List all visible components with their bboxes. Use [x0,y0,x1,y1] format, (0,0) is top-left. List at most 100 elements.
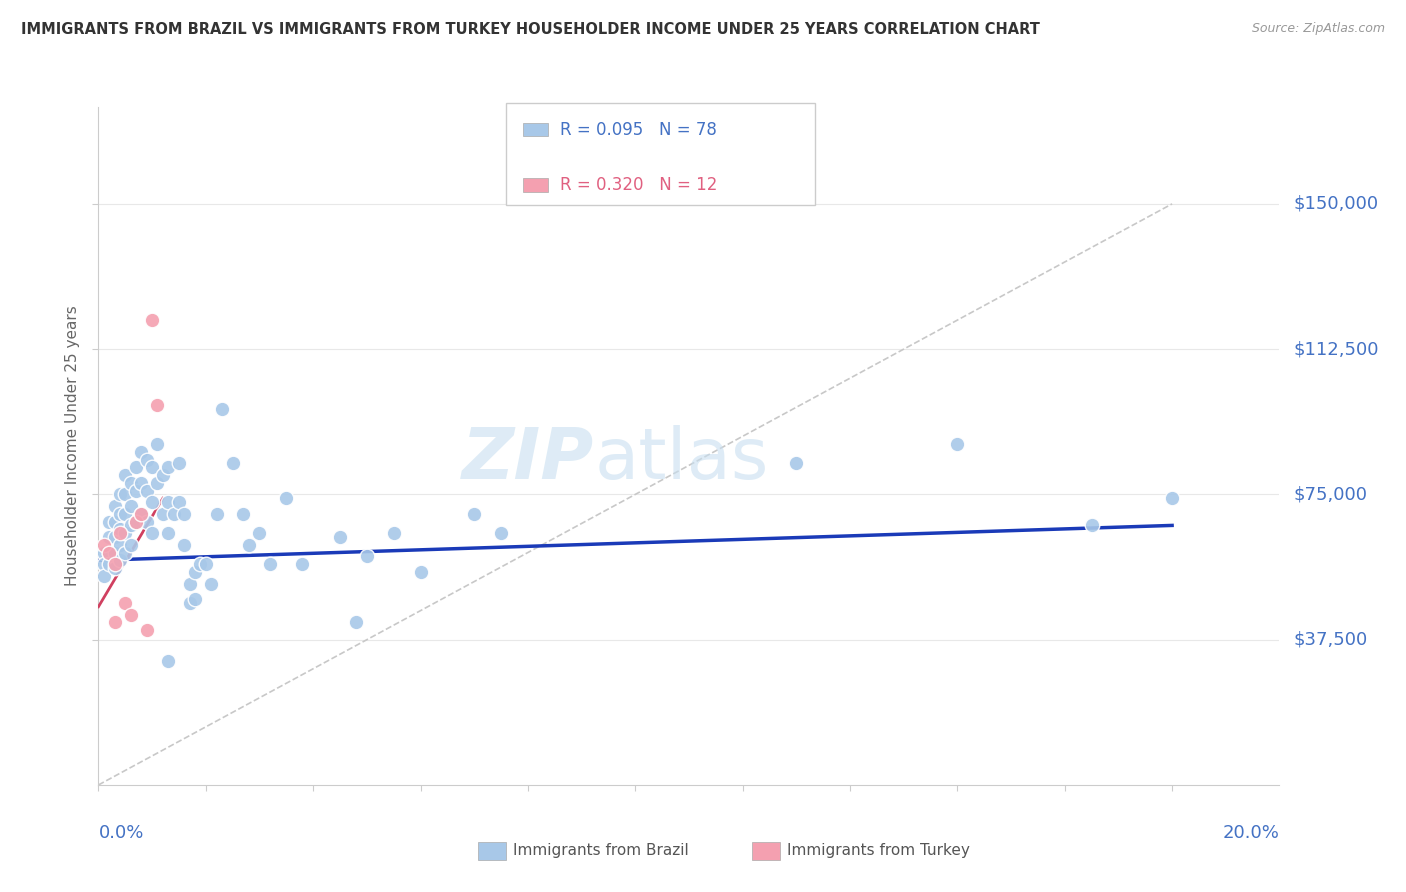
Point [141,526,163,541]
Point [108,522,131,536]
Point [167,457,190,471]
Point [162,507,184,521]
Text: $112,500: $112,500 [1294,340,1379,359]
Point [120,607,142,622]
Point [103,545,125,559]
Point [131,507,153,521]
Point [98,545,121,559]
Point [98,557,121,571]
Point [167,495,190,509]
Point [157,460,180,475]
Point [114,526,136,541]
Text: 20.0%: 20.0% [1223,824,1279,842]
Point [1161,491,1184,506]
Point [179,576,201,591]
Point [194,557,217,571]
Point [173,507,195,521]
Point [125,515,148,529]
Point [238,538,260,552]
Point [135,515,157,529]
Point [232,507,254,521]
Point [785,457,807,471]
Point [276,491,298,506]
Point [141,460,163,475]
Point [98,515,121,529]
Point [146,437,169,451]
Point [205,507,228,521]
Point [157,526,180,541]
Point [108,553,131,567]
Point [103,499,125,513]
Point [114,487,136,501]
Point [157,495,180,509]
Point [93,568,115,582]
Point [211,402,233,417]
Point [382,526,405,541]
Point [1080,518,1102,533]
Text: $150,000: $150,000 [1294,194,1378,213]
Point [463,507,485,521]
Point [152,507,174,521]
Point [329,530,352,544]
Text: $75,000: $75,000 [1294,485,1368,503]
Point [184,592,207,607]
Text: R = 0.320   N = 12: R = 0.320 N = 12 [560,177,717,194]
Text: Immigrants from Turkey: Immigrants from Turkey [787,843,970,857]
Text: R = 0.095   N = 78: R = 0.095 N = 78 [560,121,717,139]
Point [141,313,163,327]
Point [135,452,157,467]
Point [344,615,367,630]
Point [93,557,115,571]
Point [125,483,148,498]
Point [108,507,131,521]
Point [190,557,212,571]
Text: atlas: atlas [595,425,769,494]
Point [93,538,115,552]
Point [152,468,174,483]
Point [157,654,180,668]
Point [125,515,148,529]
Point [221,457,243,471]
Y-axis label: Householder Income Under 25 years: Householder Income Under 25 years [65,306,80,586]
Point [179,596,201,610]
Point [131,475,153,490]
Point [146,398,169,412]
Point [120,538,142,552]
Point [146,475,169,490]
Point [103,515,125,529]
Text: ZIP: ZIP [463,425,595,494]
Point [103,530,125,544]
Point [114,596,136,610]
Point [135,483,157,498]
Point [120,475,142,490]
Point [114,545,136,559]
Text: IMMIGRANTS FROM BRAZIL VS IMMIGRANTS FROM TURKEY HOUSEHOLDER INCOME UNDER 25 YEA: IMMIGRANTS FROM BRAZIL VS IMMIGRANTS FRO… [21,22,1040,37]
Point [103,561,125,575]
Text: 0.0%: 0.0% [98,824,143,842]
Point [98,545,121,559]
Point [98,530,121,544]
Point [184,565,207,579]
Point [249,526,271,541]
Point [259,557,281,571]
Point [114,507,136,521]
Point [489,526,512,541]
Point [409,565,432,579]
Point [114,468,136,483]
Point [108,538,131,552]
Text: $37,500: $37,500 [1294,631,1368,648]
Text: Immigrants from Brazil: Immigrants from Brazil [513,843,689,857]
Point [108,526,131,541]
Point [356,549,378,564]
Point [103,557,125,571]
Point [135,623,157,637]
Point [108,487,131,501]
Text: Source: ZipAtlas.com: Source: ZipAtlas.com [1251,22,1385,36]
Point [141,495,163,509]
Point [131,507,153,521]
Point [291,557,314,571]
Point [946,437,969,451]
Point [93,545,115,559]
Point [173,538,195,552]
Point [103,615,125,630]
